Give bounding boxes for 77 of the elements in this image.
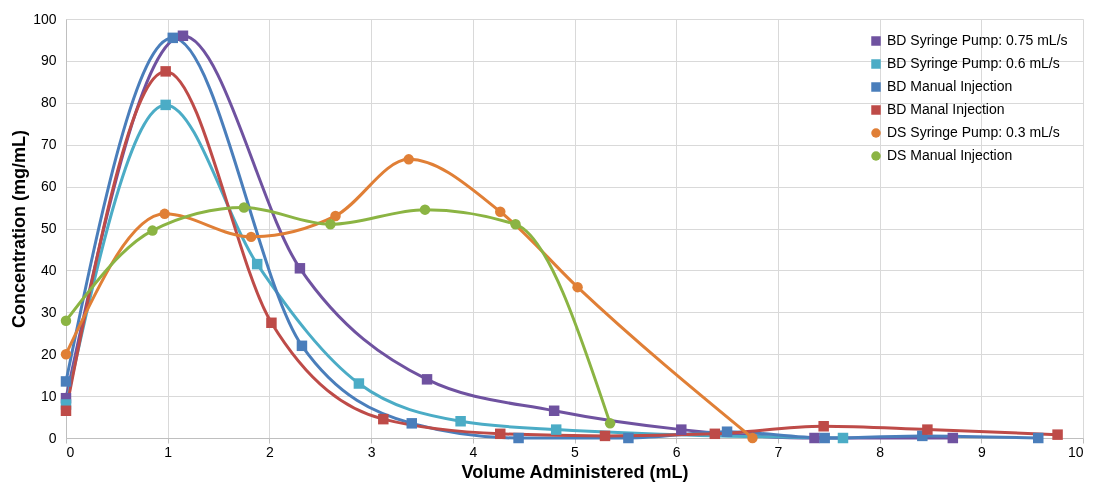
x-tick-label: 7 [774,443,783,460]
point [403,154,414,165]
y-tick-label: 20 [40,345,57,362]
y-tick-label: 80 [40,94,57,111]
x-tick-label: 6 [672,443,681,460]
point [159,208,170,220]
point [245,231,257,243]
point [167,32,179,44]
point [819,432,830,444]
point [623,432,634,444]
point [378,413,389,425]
point [1052,429,1063,440]
point [177,30,189,41]
point [604,418,616,429]
point [406,418,418,429]
x-tick-label: 10 [1067,443,1084,460]
point [809,432,820,444]
point [1033,432,1044,444]
x-tick-label: 0 [66,443,75,460]
point [676,424,687,435]
point [709,428,721,440]
legend-label: BD Syringe Pump: 0.75 mL/s [887,32,1068,48]
point [922,424,933,435]
point [510,219,521,230]
legend-label: DS Manual Injection [887,147,1013,163]
legend-label: BD Manal Injection [887,101,1005,117]
point [296,340,308,352]
point [947,432,959,444]
y-tick-label: 50 [40,220,57,236]
legend-label: BD Syringe Pump: 0.6 mL/s [887,55,1060,71]
point [495,206,506,217]
x-tick-label: 8 [876,443,885,460]
y-tick-label: 70 [40,136,57,153]
point [548,405,560,417]
y-tick-label: 40 [40,261,57,278]
point [837,432,849,444]
point [60,376,72,387]
point [294,263,306,274]
y-tick-label: 100 [33,10,57,27]
point [818,421,829,432]
y-tick-label: 30 [40,303,57,320]
point [238,202,250,213]
point [325,219,336,230]
y-tick-label: 10 [40,387,57,404]
point [147,225,158,236]
point [572,281,583,293]
point [60,315,72,326]
point [421,374,433,385]
point [747,432,758,444]
point [160,66,171,77]
x-tick-label: 2 [266,443,274,460]
point [419,204,431,215]
y-tick-label: 90 [40,52,57,69]
y-axis-title: Concentration (mg/mL) [9,130,30,328]
legend-label: BD Manual Injection [887,78,1013,94]
point [721,426,733,437]
point [455,416,466,427]
point [251,258,263,270]
x-tick-label: 5 [571,443,580,460]
point [266,317,277,329]
point [160,99,171,111]
x-tick-label: 3 [367,443,376,460]
legend-label: DS Syringe Pump: 0.3 mL/s [887,124,1060,140]
point [550,424,562,435]
point [599,430,611,442]
x-tick-label: 9 [977,443,986,460]
x-tick-label: 4 [469,443,478,460]
point [60,405,72,417]
point [60,348,72,360]
x-axis-title: Volume Administered (mL) [461,461,689,482]
y-tick-label: 60 [40,178,57,195]
point [513,432,524,444]
x-tick-label: 1 [164,443,173,460]
point [495,428,506,440]
point [353,378,365,389]
point [330,210,341,222]
y-tick-label: 0 [48,429,57,446]
